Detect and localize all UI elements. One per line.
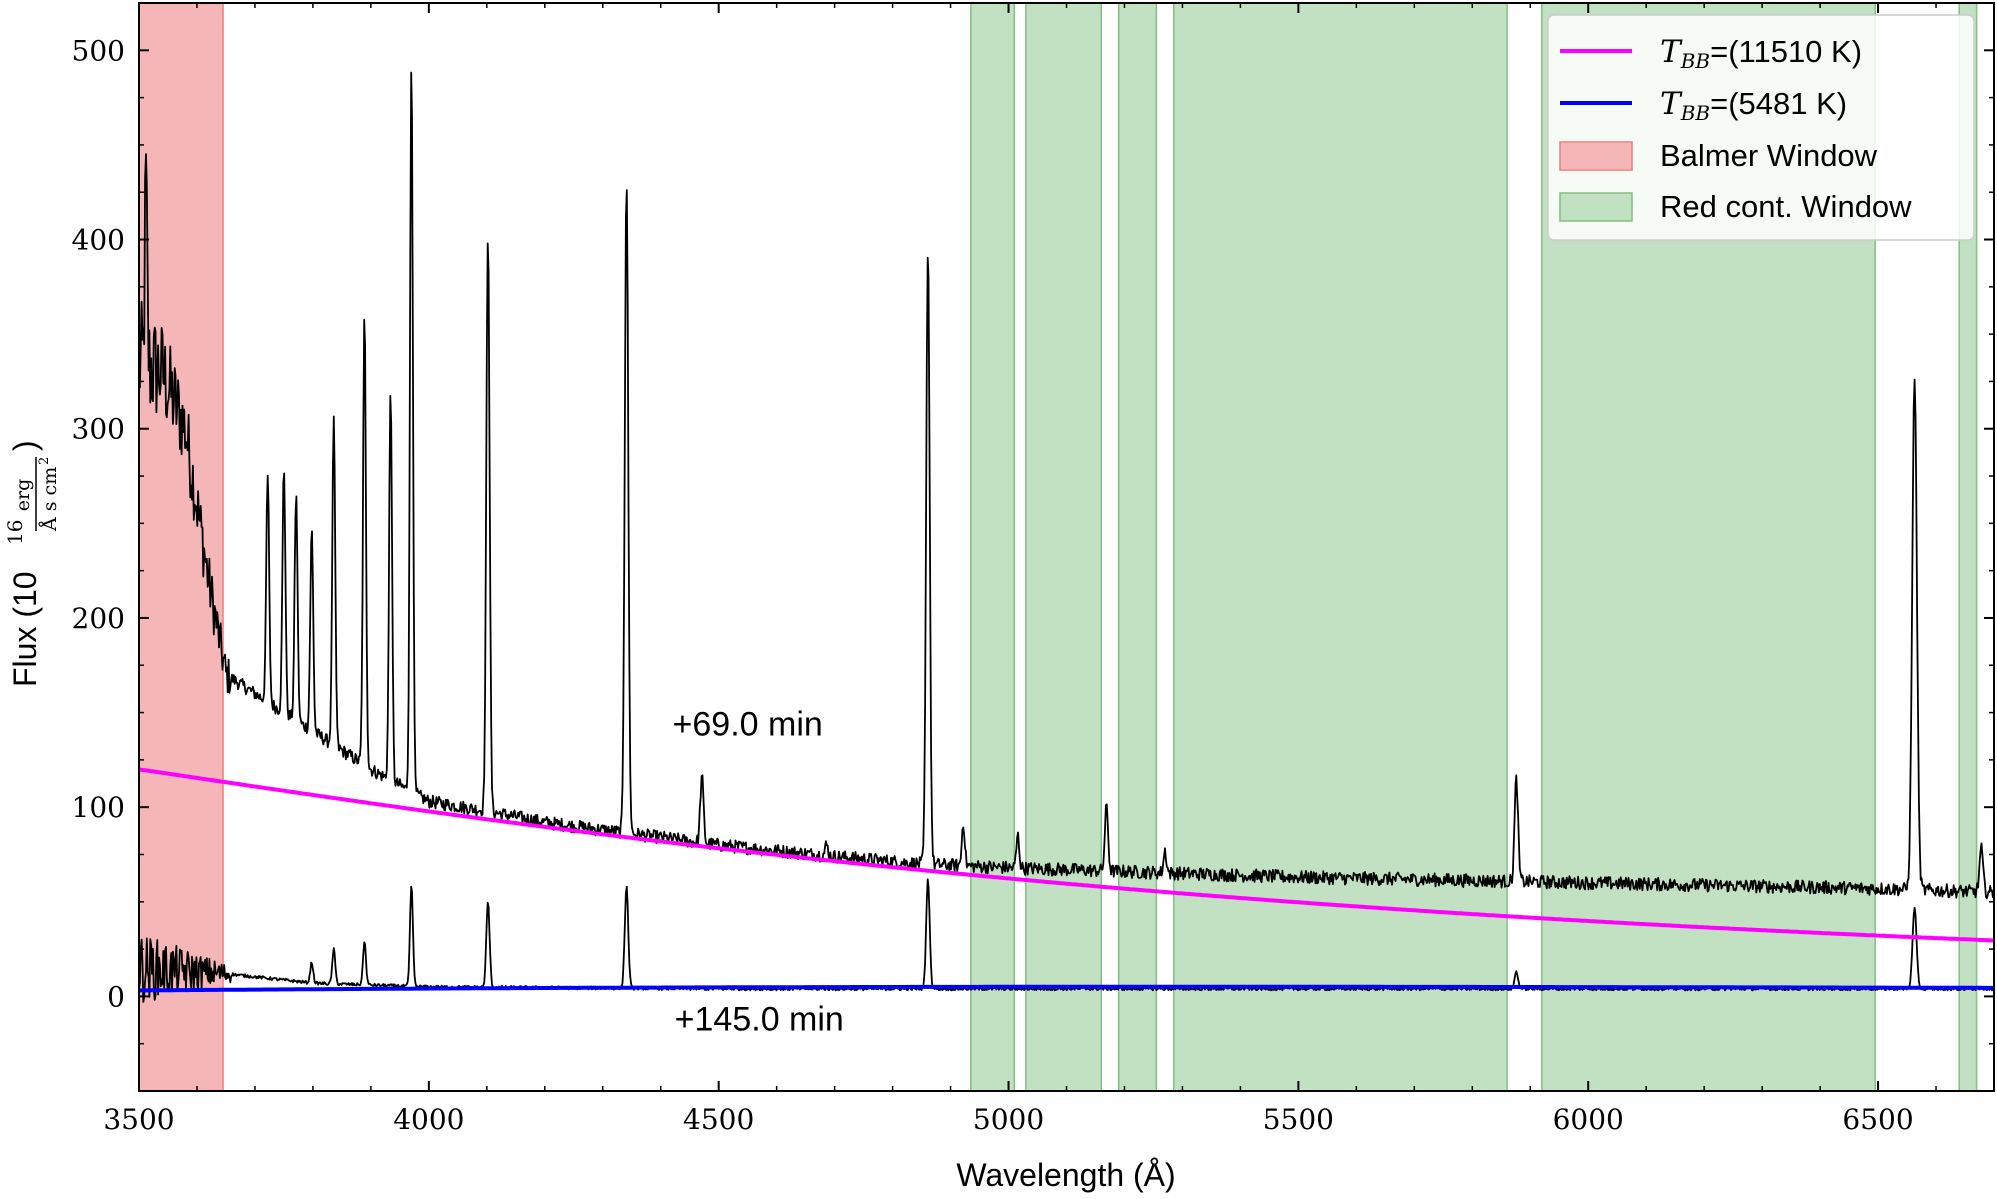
y-tick-label-200: 200: [72, 602, 125, 635]
y-axis-label-denominator-exponent: 2: [37, 457, 52, 465]
y-axis-label-main: Flux (10: [7, 571, 43, 687]
legend-label-red-cont-window: Red cont. Window: [1660, 189, 1912, 224]
y-tick-label-500: 500: [72, 34, 125, 67]
legend-label-11510k-sub: BB: [1680, 49, 1710, 73]
y-tick-label-0: 0: [107, 980, 125, 1013]
x-tick-label-4000: 4000: [393, 1103, 464, 1136]
y-axis-label: Flux (10 16 erg Å s cm 2 ): [3, 440, 61, 687]
y-axis-label-numerator: erg: [12, 479, 34, 512]
legend-label-balmer-window: Balmer Window: [1660, 138, 1878, 173]
y-tick-label-400: 400: [72, 224, 125, 257]
blackbody-curve-11510k: [139, 767, 1994, 943]
legend-label-11510k-math: T: [1660, 34, 1683, 70]
legend-label-5481k-rest: =(5481 K): [1710, 86, 1847, 121]
legend-box: [1547, 14, 1975, 241]
annotation-69-min: +69.0 min: [673, 705, 823, 743]
red-cont-window-1: [970, 3, 1016, 1091]
y-axis-label-exponent: 16: [3, 520, 27, 545]
red-cont-window-6: [1958, 3, 1978, 1091]
x-axis-label: Wavelength (Å): [956, 1157, 1175, 1193]
blackbody-curve-5481k: [139, 984, 1994, 993]
spectrum-69-min: [139, 71, 1994, 900]
spectrum-curves: [139, 71, 1994, 1003]
x-tick-label-3500: 3500: [103, 1103, 174, 1136]
x-tick-label-4500: 4500: [683, 1103, 754, 1136]
legend-label-5481k-sub: BB: [1680, 101, 1710, 125]
red-cont-window-2: [1025, 3, 1103, 1091]
legend: TBB=(11510 K) TBB=(5481 K) Balmer Window…: [1547, 14, 1975, 241]
red-cont-window-4: [1172, 3, 1508, 1091]
legend-label-5481k: TBB=(5481 K): [1660, 86, 1847, 125]
x-tick-label-5000: 5000: [973, 1103, 1044, 1136]
x-tick-label-5500: 5500: [1263, 1103, 1334, 1136]
legend-swatch-red-cont-window: [1559, 192, 1633, 222]
axis-ticks: 3500 4000 4500 5000 5500 6000 6500 0 100 200 300 40…: [72, 2, 1995, 1136]
y-axis-label-close: ): [7, 440, 43, 451]
y-tick-label-100: 100: [72, 791, 125, 824]
x-tick-label-6000: 6000: [1553, 1103, 1624, 1136]
annotation-145-min: +145.0 min: [675, 1000, 844, 1038]
y-axis-label-denominator: Å s cm: [39, 467, 61, 532]
legend-label-11510k-rest: =(11510 K): [1710, 34, 1862, 69]
legend-label-11510k: TBB=(11510 K): [1660, 34, 1862, 73]
x-tick-label-6500: 6500: [1842, 1103, 1913, 1136]
y-tick-label-300: 300: [72, 413, 125, 446]
red-cont-window-3: [1117, 3, 1158, 1091]
legend-label-5481k-math: T: [1660, 86, 1683, 122]
balmer-window: [139, 3, 224, 1091]
legend-swatch-balmer-window: [1559, 141, 1633, 171]
